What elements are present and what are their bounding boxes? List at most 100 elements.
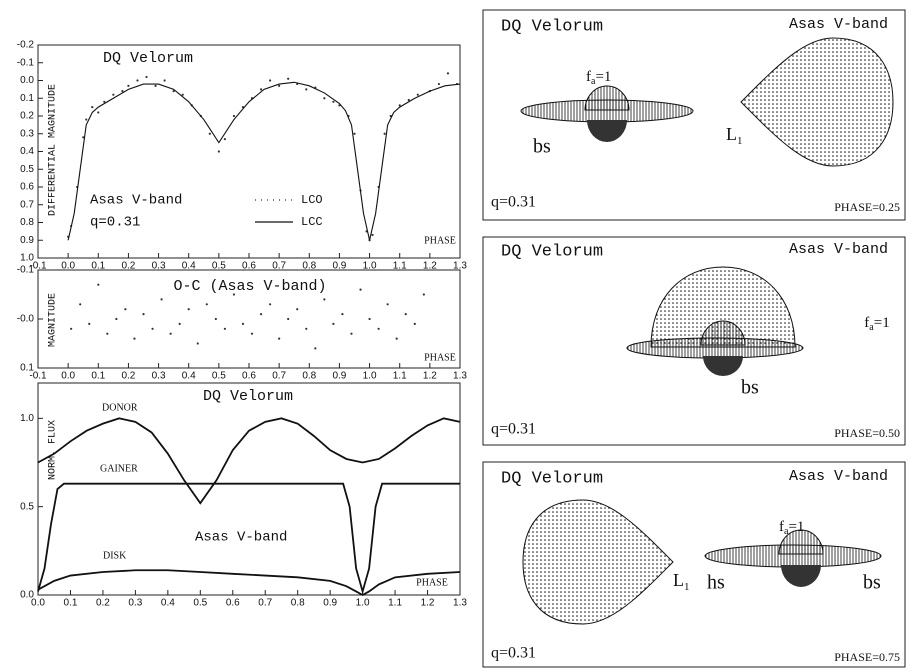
- y-tick-label: -0.1: [17, 57, 35, 68]
- legend-label: LCC: [301, 215, 323, 229]
- data-point: [112, 94, 114, 96]
- series-label: DISK: [103, 550, 127, 561]
- q-label: q=0.31: [491, 421, 536, 438]
- data-point: [260, 88, 262, 90]
- fa-label: fa=1: [864, 315, 889, 333]
- data-point: [323, 298, 325, 300]
- data-point: [305, 88, 307, 90]
- y-tick-label: 0.7: [20, 199, 34, 210]
- l1-base: L: [673, 570, 684, 590]
- data-point: [233, 115, 235, 117]
- x-tick-label: 1.1: [388, 598, 402, 609]
- fa-rest: =1: [788, 519, 804, 535]
- bs-label: bs: [863, 572, 881, 594]
- x-tick-label: 0.1: [91, 371, 105, 382]
- figure: DQ Velorum Asas V-band fa=1 bs L1 q=0.31…: [0, 0, 911, 671]
- data-point: [79, 303, 81, 305]
- data-point: [438, 83, 440, 85]
- data-point: [85, 118, 87, 120]
- data-point: [182, 94, 184, 96]
- x-tick-label: 0.1: [64, 598, 78, 609]
- data-point: [447, 72, 449, 74]
- data-point: [106, 333, 108, 335]
- x-tick-label: 1.3: [453, 371, 467, 382]
- model-panel: DQ Velorum Asas V-band fa=1 bs L1 q=0.31…: [483, 10, 905, 220]
- chart-title: O-C (Asas V-band): [173, 278, 326, 295]
- y-tick-label: 0.5: [20, 164, 34, 175]
- y-axis-label: NORM. FLUX: [48, 420, 59, 480]
- data-point: [145, 76, 147, 78]
- l1-sub: 1: [684, 581, 690, 593]
- data-point: [368, 318, 370, 320]
- series-label: DONOR: [102, 402, 138, 413]
- data-point: [278, 85, 280, 87]
- data-point: [218, 150, 220, 152]
- data-point: [115, 318, 117, 320]
- bs-label: bs: [533, 136, 551, 158]
- data-point: [323, 97, 325, 99]
- series-line: [38, 570, 460, 595]
- l1-label: L1: [726, 124, 743, 146]
- l1-base: L: [726, 124, 737, 144]
- phase-label: PHASE=0.50: [834, 426, 900, 440]
- x-tick-label: 1.3: [453, 598, 467, 609]
- x-axis-label: PHASE: [416, 577, 448, 588]
- gainer-star-lower: [703, 356, 743, 376]
- x-tick-label: 0.4: [182, 371, 196, 382]
- data-point: [170, 333, 172, 335]
- data-point: [305, 328, 307, 330]
- y-tick-label: 0.8: [20, 217, 34, 228]
- data-point: [97, 111, 99, 113]
- data-point: [423, 293, 425, 295]
- phase-label: PHASE=0.75: [834, 650, 900, 664]
- fa-label: fa=1: [779, 519, 804, 537]
- x-axis-label: PHASE: [424, 235, 456, 246]
- disk: [705, 545, 881, 567]
- data-point: [197, 342, 199, 344]
- x-tick-label: 0.6: [226, 598, 240, 609]
- data-point: [124, 308, 126, 310]
- data-point: [127, 85, 129, 87]
- data-point: [414, 323, 416, 325]
- y-tick-label: -0.0: [17, 314, 35, 325]
- data-point: [384, 133, 386, 135]
- x-tick-label: 1.2: [421, 598, 435, 609]
- data-point: [215, 318, 217, 320]
- x-tick-label: 0.5: [193, 598, 207, 609]
- x-tick-label: 0.4: [161, 598, 175, 609]
- chart-title: DQ Velorum: [203, 388, 293, 405]
- y-tick-label: 0.1: [20, 363, 34, 374]
- y-tick-label: 0.0: [20, 75, 34, 86]
- data-point: [206, 303, 208, 305]
- x-tick-label: 0.7: [272, 371, 286, 382]
- data-point: [314, 347, 316, 349]
- l1-label: L1: [673, 570, 690, 592]
- data-point: [209, 133, 211, 135]
- data-point: [136, 79, 138, 81]
- series-line: [38, 418, 460, 503]
- gainer-star-lower: [587, 120, 627, 142]
- y-tick-label: 1.0: [20, 253, 34, 264]
- x-tick-label: 0.3: [152, 371, 166, 382]
- y-axis-label: MAGNITUDE: [48, 293, 59, 347]
- panel-band: Asas V-band: [789, 468, 888, 485]
- data-point: [353, 133, 355, 135]
- disk: [627, 338, 803, 358]
- disk: [521, 100, 693, 122]
- x-tick-label: 1.0: [363, 371, 377, 382]
- panel-band: Asas V-band: [789, 16, 888, 33]
- data-point: [359, 289, 361, 291]
- data-point: [287, 78, 289, 80]
- data-point: [332, 101, 334, 103]
- data-point: [179, 323, 181, 325]
- panel-title: DQ Velorum: [501, 242, 603, 261]
- data-point: [269, 303, 271, 305]
- gainer-star-lower: [781, 565, 821, 587]
- model-panel: DQ Velorum Asas V-band fa=1 L1 hs bs q=0…: [483, 462, 905, 667]
- x-tick-label: 0.7: [258, 598, 272, 609]
- x-tick-label: 0.5: [212, 371, 226, 382]
- l1-sub: 1: [737, 135, 743, 147]
- data-point: [133, 338, 135, 340]
- panel-title: DQ Velorum: [501, 17, 603, 36]
- data-point: [154, 85, 156, 87]
